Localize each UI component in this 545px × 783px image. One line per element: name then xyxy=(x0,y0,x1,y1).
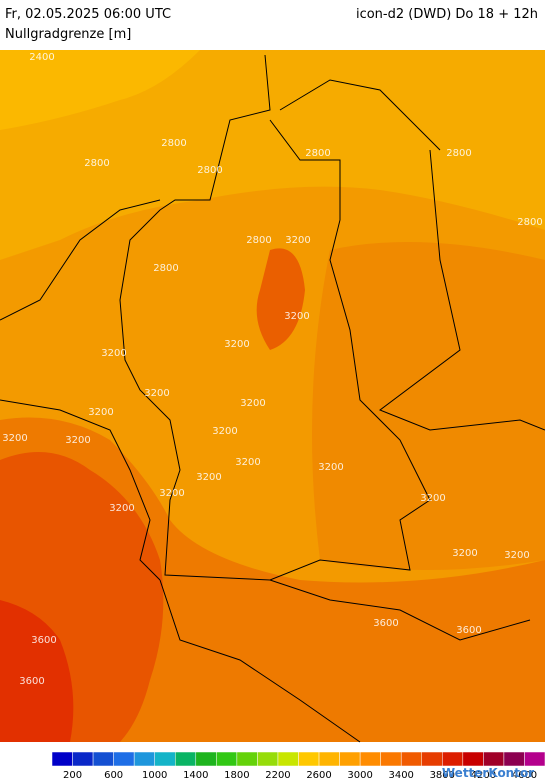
colorbar-cell xyxy=(236,751,258,767)
border-alps xyxy=(269,579,531,641)
contour-label: 3200 xyxy=(504,550,529,561)
contour-label: 2800 xyxy=(84,158,109,169)
contour-label: 2800 xyxy=(446,148,471,159)
colorbar-cell xyxy=(216,751,238,767)
contour-label: 3200 xyxy=(235,457,260,468)
colorbar-label: 3400 xyxy=(388,770,413,781)
contour-label: 3200 xyxy=(240,398,265,409)
contour-label: 3200 xyxy=(212,426,237,437)
border-poland xyxy=(378,149,545,431)
header-model: icon-d2 (DWD) Do 18 + 12h xyxy=(356,7,538,22)
contour-label: 3200 xyxy=(318,462,343,473)
colorbar-cell xyxy=(318,751,340,767)
colorbar-cell xyxy=(277,751,299,767)
contour-label: 3200 xyxy=(285,235,310,246)
contour-label: 2800 xyxy=(305,148,330,159)
colorbar-cell xyxy=(175,751,197,767)
colorbar-label: 4600 xyxy=(512,770,537,781)
colorbar-cell xyxy=(400,751,423,767)
contour-label: 2800 xyxy=(517,217,542,228)
colorbar-cell xyxy=(462,751,484,767)
colorbar-label: 3000 xyxy=(347,770,372,781)
colorbar-label: 1400 xyxy=(183,770,208,781)
colorbar-cell xyxy=(421,751,443,767)
colorbar-cell xyxy=(154,751,176,767)
contour-label: 2800 xyxy=(153,263,178,274)
contour-label: 3600 xyxy=(456,625,481,636)
contour-labels: 2400 2800 2800 2800 2800 2800 2800 2800 2800 3200… xyxy=(2,52,542,687)
watermark: WetterKontor xyxy=(442,766,534,780)
contour-label: 3200 xyxy=(2,433,27,444)
header-date: Fr, 02.05.2025 06:00 UTC xyxy=(5,7,171,22)
colorbar-label: 2200 xyxy=(265,770,290,781)
contour-label: 3600 xyxy=(31,635,56,646)
contour-label: 2800 xyxy=(246,235,271,246)
colorbar-cell xyxy=(483,751,505,767)
contour-label: 2800 xyxy=(197,165,222,176)
field-high xyxy=(0,50,545,260)
colorbar: 200 600 1000 1400 1800 2200 2600 3000 3400 3800 42… xyxy=(51,751,545,781)
colorbar-cell xyxy=(380,751,402,767)
colorbar-cell xyxy=(92,751,114,767)
border-italy xyxy=(159,579,361,743)
colorbar-cell xyxy=(113,751,135,767)
coast-north xyxy=(0,199,161,321)
map: 2400 2800 2800 2800 2800 2800 2800 2800 2800 3200… xyxy=(0,50,545,743)
field-rhine xyxy=(256,248,305,350)
contour-label: 3200 xyxy=(224,339,249,350)
field-hot xyxy=(0,600,74,742)
colorbar-label: 3800 xyxy=(430,770,455,781)
contour-label: 3200 xyxy=(65,435,90,446)
header-subtitle: Nullgradgrenze [m] xyxy=(5,27,131,42)
contour-label: 3200 xyxy=(101,348,126,359)
colorbar-cell xyxy=(339,751,361,767)
colorbar-cell xyxy=(72,751,94,767)
field-top xyxy=(0,50,200,130)
colorbar-cell xyxy=(359,751,381,767)
contour-label: 2400 xyxy=(29,52,54,63)
contour-label: 3600 xyxy=(373,618,398,629)
borders xyxy=(0,54,545,743)
contour-label: 3200 xyxy=(88,407,113,418)
colorbar-label: 2600 xyxy=(306,770,331,781)
colorbar-label: 4200 xyxy=(471,770,496,781)
contour-label: 3200 xyxy=(159,488,184,499)
colorbar-label: 1000 xyxy=(142,770,167,781)
contour-label: 2800 xyxy=(161,138,186,149)
colorbar-cell xyxy=(298,751,320,767)
contour-label: 3200 xyxy=(420,493,445,504)
colorbar-cell xyxy=(442,751,464,767)
contour-label: 3200 xyxy=(109,503,134,514)
colorbar-label: 200 xyxy=(63,770,82,781)
colorbar-label: 1800 xyxy=(224,770,249,781)
colorbar-cell xyxy=(524,751,545,767)
border-france xyxy=(0,399,161,581)
coast-baltic xyxy=(279,79,441,151)
contour-label: 3200 xyxy=(144,388,169,399)
contour-label: 3200 xyxy=(284,311,309,322)
contour-label: 3200 xyxy=(196,472,221,483)
colorbar-label: 600 xyxy=(104,770,123,781)
colorbar-cell xyxy=(133,751,155,767)
colorbar-cell xyxy=(51,751,73,767)
contour-label: 3600 xyxy=(19,676,44,687)
colorbar-cell xyxy=(257,751,279,767)
colorbar-cell xyxy=(195,751,217,767)
contour-label: 3200 xyxy=(452,548,477,559)
border-germany xyxy=(119,54,431,581)
colorbar-cell xyxy=(503,751,525,767)
field-east xyxy=(312,242,545,570)
